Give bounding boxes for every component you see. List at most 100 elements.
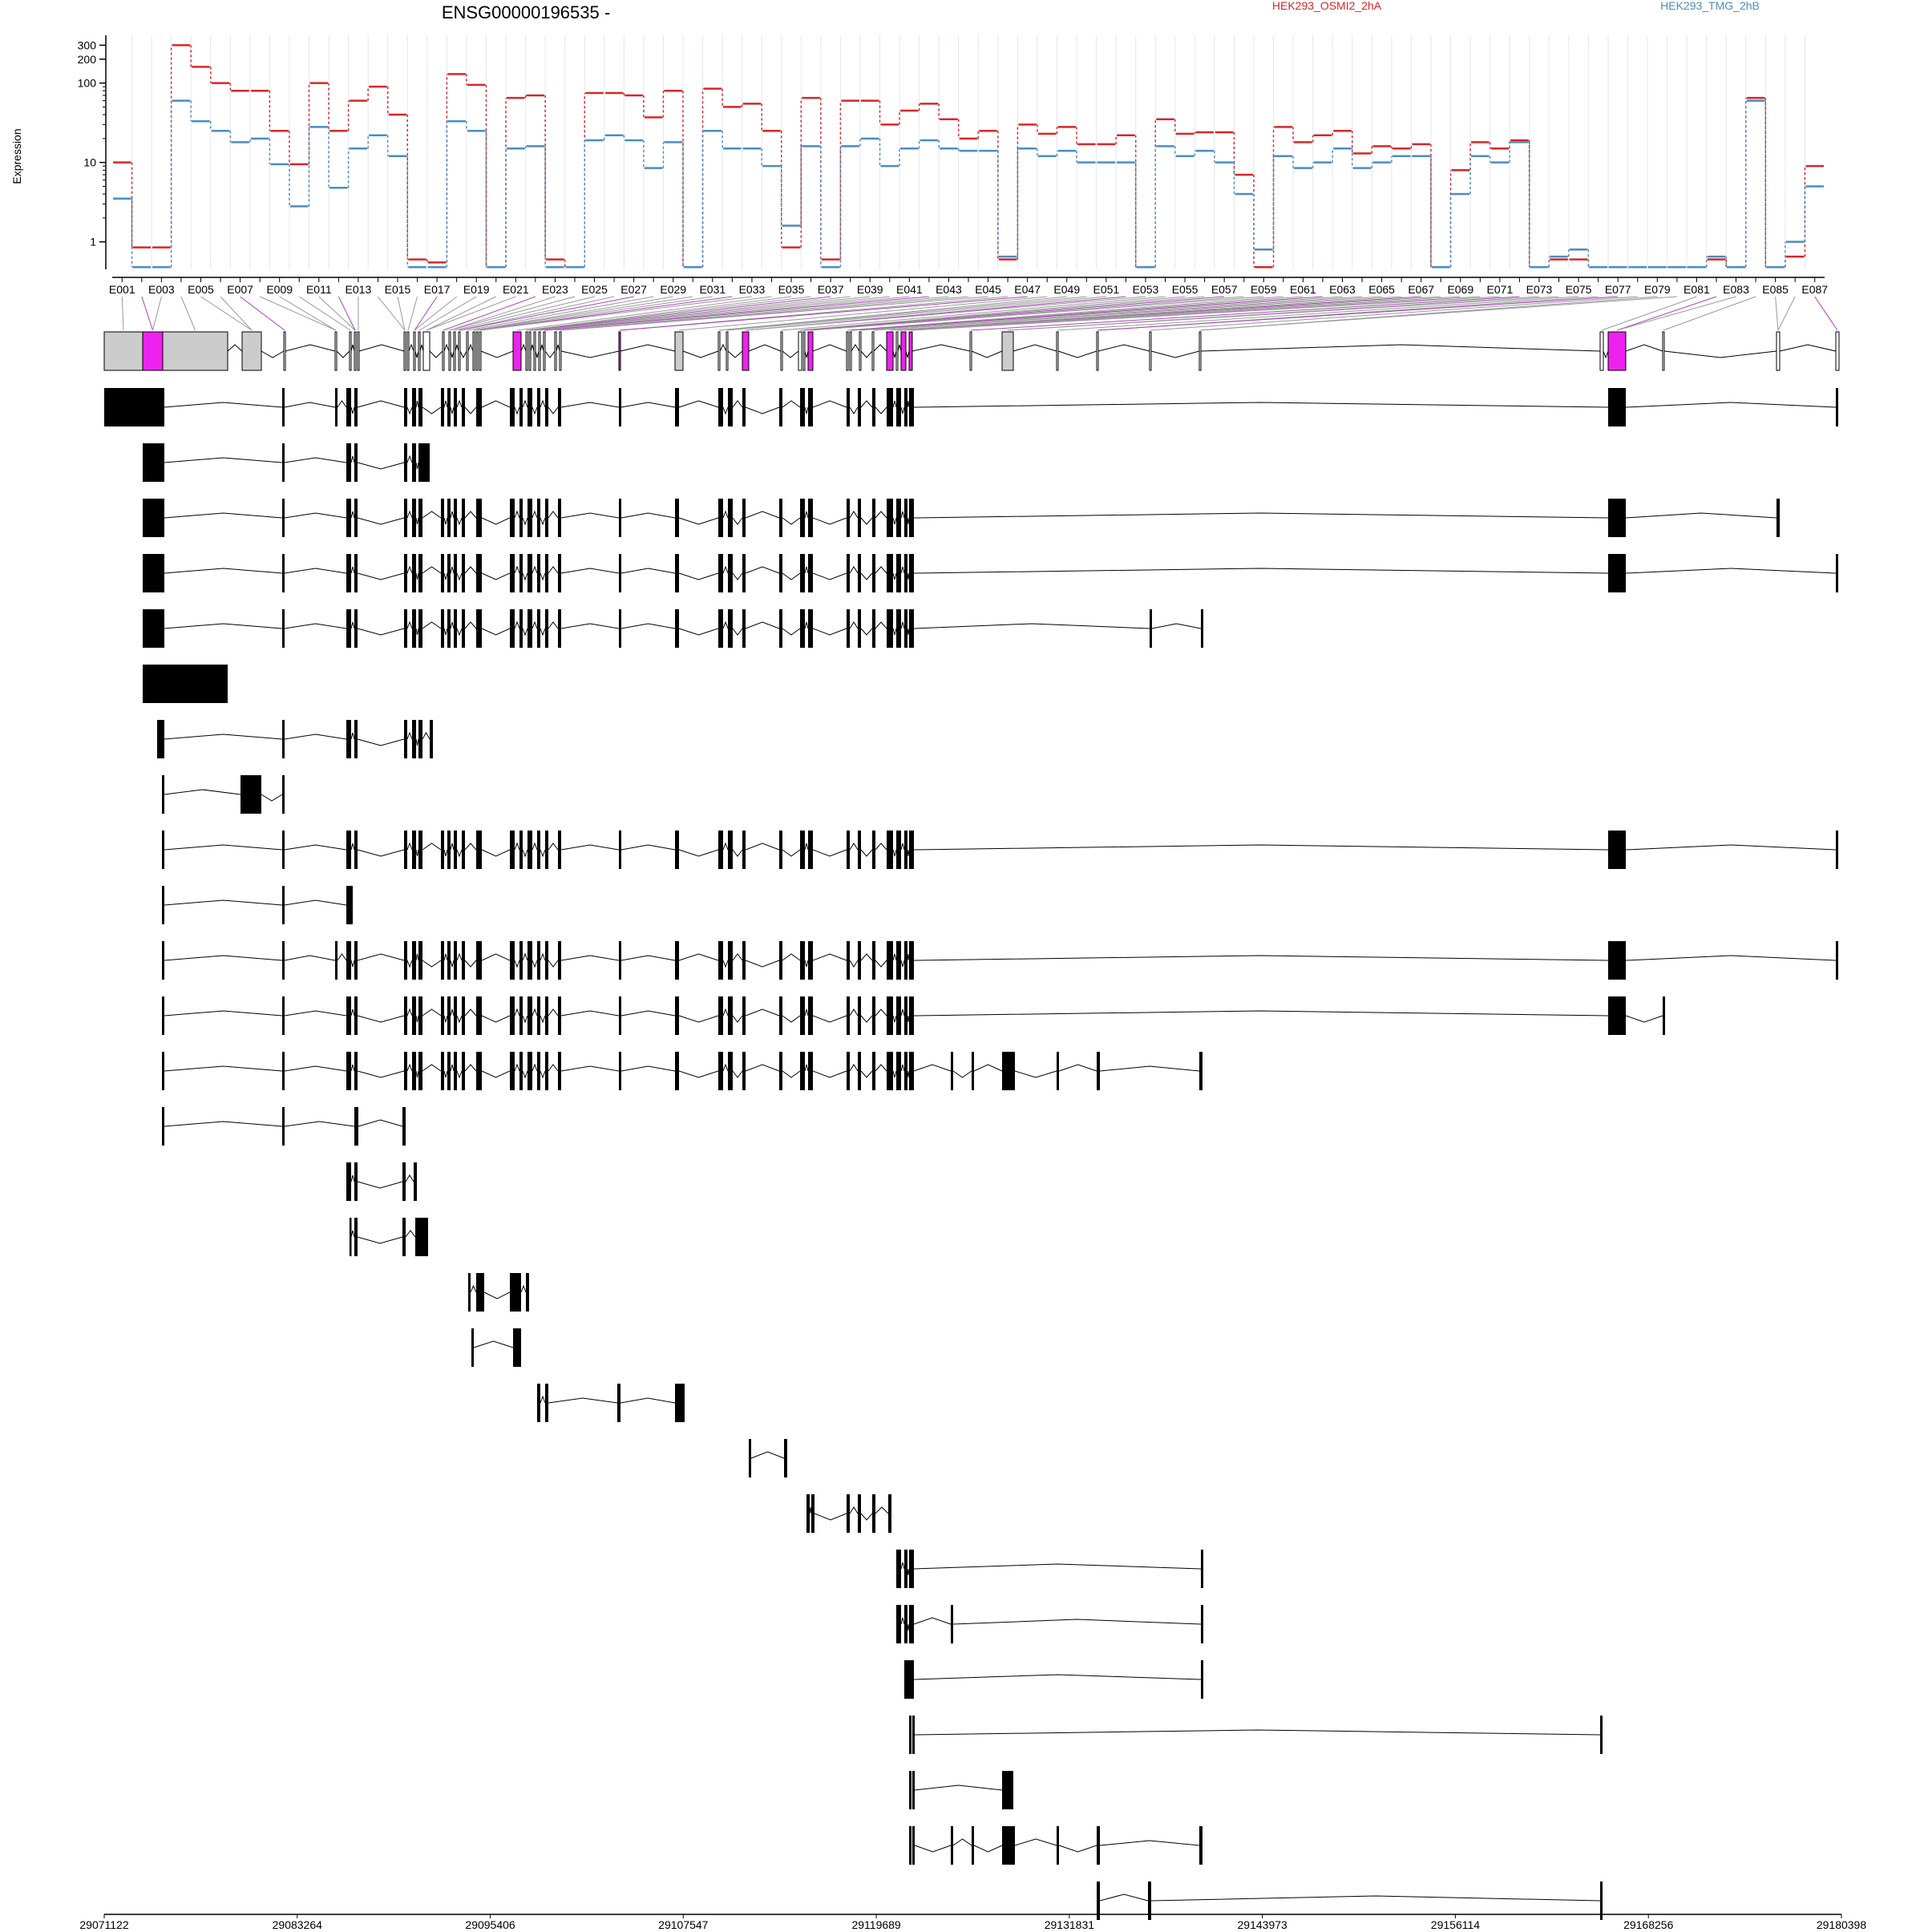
- exon-block: [471, 1328, 474, 1367]
- exon-block: [800, 831, 805, 869]
- intron: [284, 844, 347, 851]
- intron: [540, 1395, 546, 1404]
- exon-block: [675, 499, 679, 537]
- exon-connector: [970, 296, 1520, 331]
- exon-block: [1776, 499, 1780, 537]
- intron: [875, 1064, 887, 1072]
- exon-block: [418, 554, 422, 592]
- exon-label: E067: [1408, 283, 1434, 296]
- exon-block: [412, 831, 416, 869]
- intron: [1058, 1845, 1097, 1853]
- exon-block: [476, 609, 482, 648]
- summary-intron: [719, 343, 727, 352]
- intron: [406, 1063, 413, 1072]
- exon-block: [519, 609, 523, 648]
- intron: [481, 849, 511, 857]
- exon-block: [1201, 1660, 1203, 1699]
- exon-block: [675, 941, 679, 980]
- exon-block: [282, 720, 285, 758]
- exon-block: [858, 996, 861, 1035]
- flattened-gene-track: [103, 331, 1840, 371]
- exon-block: [808, 831, 813, 869]
- exon-block: [1097, 1052, 1100, 1090]
- exon-block: [354, 388, 358, 426]
- summary-exon: [422, 331, 430, 371]
- intron: [483, 1291, 511, 1299]
- transcript-track: [143, 499, 1780, 537]
- exon-block: [441, 941, 444, 980]
- coordinate-tick-label: 29168256: [1623, 1918, 1674, 1931]
- exon-block: [1002, 1052, 1015, 1090]
- intron: [1625, 844, 1837, 851]
- intron: [464, 406, 477, 414]
- exon-block: [858, 388, 861, 426]
- intron: [350, 1230, 355, 1238]
- intron: [907, 1568, 910, 1576]
- exon-block: [858, 1052, 861, 1090]
- exon-block: [904, 554, 907, 592]
- exon-block: [454, 831, 457, 869]
- transcript-track: [157, 720, 433, 758]
- intron: [357, 462, 405, 470]
- exon-block: [896, 1550, 901, 1588]
- exon-block: [558, 996, 561, 1035]
- intron: [548, 511, 559, 519]
- exon-block: [143, 665, 228, 703]
- summary-exon: [543, 331, 546, 371]
- exon-connector: [414, 296, 438, 331]
- intron: [678, 1015, 719, 1023]
- intron: [892, 1015, 897, 1023]
- exon-block: [545, 388, 548, 426]
- intron: [804, 1064, 809, 1072]
- intron: [782, 628, 801, 636]
- intron: [914, 1729, 1601, 1736]
- exon-block: [887, 554, 893, 592]
- intron: [952, 1838, 972, 1846]
- exon-block: [675, 609, 679, 648]
- exon-block: [418, 720, 422, 758]
- summary-exon: [334, 331, 338, 371]
- exon-block: [1002, 1826, 1015, 1865]
- intron: [782, 517, 801, 525]
- intron: [620, 402, 676, 408]
- intron: [406, 960, 413, 968]
- summary-exon: [859, 331, 862, 371]
- exon-block: [718, 499, 723, 537]
- exon-block: [412, 720, 416, 758]
- exon-block: [904, 1660, 914, 1699]
- exon-connector: [872, 296, 1382, 331]
- intron: [415, 572, 419, 580]
- exon-block: [468, 1273, 471, 1312]
- intron: [350, 1174, 355, 1182]
- exon-block: [904, 1550, 907, 1588]
- intron: [422, 843, 442, 851]
- intron: [357, 1015, 405, 1023]
- intron: [732, 628, 743, 636]
- exon-block: [447, 831, 451, 869]
- intron: [284, 1065, 347, 1072]
- summary-exon: [1001, 331, 1014, 371]
- exon-block: [1199, 1052, 1202, 1090]
- exon-connector: [454, 296, 595, 331]
- intron: [548, 1397, 618, 1404]
- coordinate-tick-label: 29083264: [273, 1918, 323, 1931]
- exon-block: [537, 1052, 540, 1090]
- coordinate-tick-label: 29156114: [1431, 1918, 1480, 1931]
- intron: [422, 1008, 442, 1017]
- intron: [464, 511, 477, 519]
- intron: [913, 1064, 952, 1072]
- summary-exon: [1607, 331, 1627, 371]
- exon-block: [800, 941, 805, 980]
- intron: [450, 960, 455, 968]
- intron: [464, 566, 477, 574]
- intron: [1151, 623, 1202, 629]
- intron: [1014, 1838, 1057, 1846]
- intron: [522, 399, 528, 408]
- intron: [620, 1010, 676, 1017]
- exon-block: [412, 554, 416, 592]
- summary-intron: [556, 344, 560, 352]
- exon-block: [346, 443, 351, 482]
- summary-exon: [742, 331, 750, 371]
- exon-block: [418, 499, 422, 537]
- intron: [464, 621, 477, 629]
